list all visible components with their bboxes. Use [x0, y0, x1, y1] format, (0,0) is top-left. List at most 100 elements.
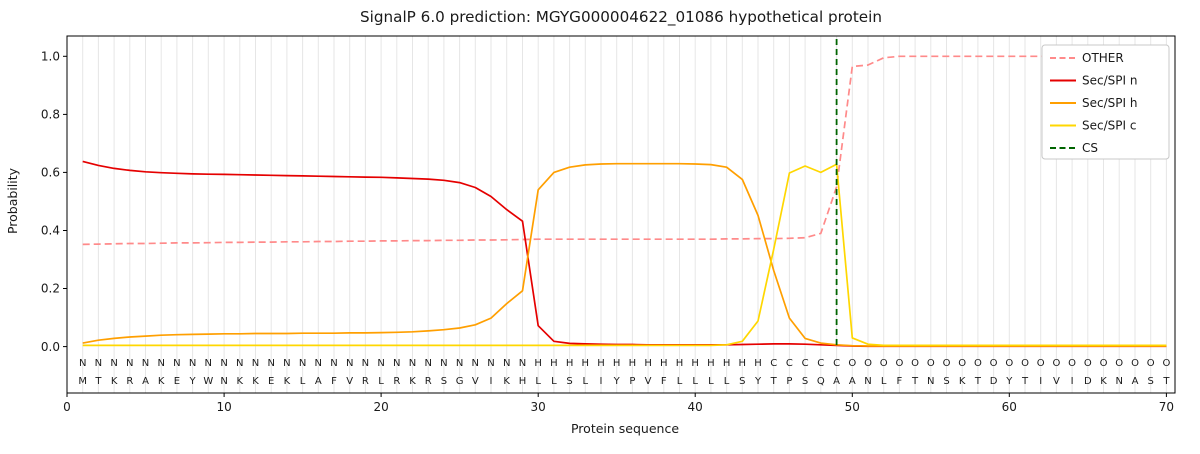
sequence-letter: T	[911, 376, 919, 387]
sequence-letter: I	[1039, 376, 1042, 387]
plot-frame	[66, 35, 1176, 394]
svg-text:0.6: 0.6	[41, 166, 60, 180]
sequence-letter: T	[1162, 376, 1170, 387]
sequence-letter: H	[519, 376, 527, 387]
svg-text:60: 60	[1002, 400, 1017, 414]
legend-label: CS	[1082, 141, 1098, 155]
legend-entry-sec-spi-c: Sec/SPI c	[1050, 119, 1136, 133]
region-label: H	[566, 358, 574, 369]
sequence-letter: Y	[189, 376, 197, 387]
legend: OTHER Sec/SPI n Sec/SPI h Sec/SPI c CS	[1041, 44, 1170, 160]
sequence-letter: L	[708, 376, 714, 387]
sequence-letter: E	[174, 376, 180, 387]
series-line-sec-spi-h	[82, 162, 1167, 347]
svg-text:70: 70	[1159, 400, 1174, 414]
region-label: O	[1068, 358, 1076, 369]
region-label: O	[848, 358, 856, 369]
sequence-letter: F	[897, 376, 903, 387]
sequence-letter: V	[472, 376, 479, 387]
sequence-letter: K	[252, 376, 259, 387]
sequence-letter: R	[362, 376, 369, 387]
sequence-letter: A	[833, 376, 840, 387]
sequence-letter: R	[425, 376, 432, 387]
series-line-sec-spi-n	[82, 160, 1167, 348]
region-label: H	[691, 358, 699, 369]
sequence-letter: D	[1084, 376, 1092, 387]
sequence-letter: L	[551, 376, 557, 387]
region-label: H	[534, 358, 542, 369]
sequence-letter: N	[220, 376, 227, 387]
sequence-letter: N	[927, 376, 934, 387]
region-label: N	[142, 358, 149, 369]
legend-entry-other: OTHER	[1050, 51, 1124, 65]
legend-label: Sec/SPI n	[1082, 74, 1137, 88]
region-label: H	[550, 358, 558, 369]
region-label: N	[220, 358, 227, 369]
region-label: O	[1084, 358, 1092, 369]
sequence-letter: K	[1100, 376, 1107, 387]
legend-entry-sec-spi-n: Sec/SPI n	[1050, 74, 1137, 88]
region-label: N	[377, 358, 384, 369]
x-axis-label: Protein sequence	[571, 421, 679, 436]
region-label: N	[503, 358, 510, 369]
region-label: H	[723, 358, 731, 369]
sequence-letter: T	[770, 376, 778, 387]
legend-label: Sec/SPI c	[1082, 119, 1136, 133]
sequence-letter: A	[142, 376, 149, 387]
sequence-letter: R	[126, 376, 133, 387]
svg-text:10: 10	[216, 400, 231, 414]
svg-text:0: 0	[63, 400, 71, 414]
region-label: N	[409, 358, 416, 369]
series-line-sec-spi-c	[82, 163, 1167, 347]
region-label: O	[1131, 358, 1139, 369]
region-label: O	[911, 358, 919, 369]
sequence-letter: K	[503, 376, 510, 387]
region-label: H	[660, 358, 668, 369]
region-label: N	[330, 358, 337, 369]
region-label: H	[754, 358, 762, 369]
sequence-letter: L	[583, 376, 589, 387]
sequence-letter: V	[346, 376, 353, 387]
sequence-letter: L	[535, 376, 541, 387]
region-label: N	[472, 358, 479, 369]
sequence-letter: M	[78, 376, 87, 387]
region-label: H	[597, 358, 605, 369]
svg-text:30: 30	[531, 400, 546, 414]
legend-label: OTHER	[1082, 51, 1124, 65]
sequence-letter: K	[284, 376, 291, 387]
sequence-letter: S	[943, 376, 949, 387]
series-line-other	[82, 55, 1167, 246]
svg-text:0.0: 0.0	[41, 340, 60, 354]
region-label: N	[126, 358, 133, 369]
sequence-letter: S	[566, 376, 572, 387]
svg-text:20: 20	[373, 400, 388, 414]
region-label: N	[79, 358, 86, 369]
sequence-letter: S	[441, 376, 447, 387]
region-label: N	[519, 358, 526, 369]
svg-text:1.0: 1.0	[41, 50, 60, 64]
region-label: O	[1100, 358, 1108, 369]
legend-box	[1041, 44, 1170, 160]
region-label: N	[393, 358, 400, 369]
sequence-letter: T	[94, 376, 102, 387]
region-label: C	[802, 358, 809, 369]
region-label: N	[236, 358, 243, 369]
sequence-letter: P	[786, 376, 792, 387]
sequence-letter: A	[849, 376, 856, 387]
region-label: N	[110, 358, 117, 369]
legend-entry-cs: CS	[1050, 141, 1098, 155]
sequence-letter: V	[1053, 376, 1060, 387]
sequence-letter: Y	[754, 376, 762, 387]
region-label: C	[833, 358, 840, 369]
region-label: H	[613, 358, 621, 369]
svg-text:40: 40	[688, 400, 703, 414]
region-label: O	[1162, 358, 1170, 369]
region-label: H	[629, 358, 637, 369]
region-label: N	[315, 358, 322, 369]
region-label: H	[644, 358, 652, 369]
sequence-letter: D	[990, 376, 998, 387]
